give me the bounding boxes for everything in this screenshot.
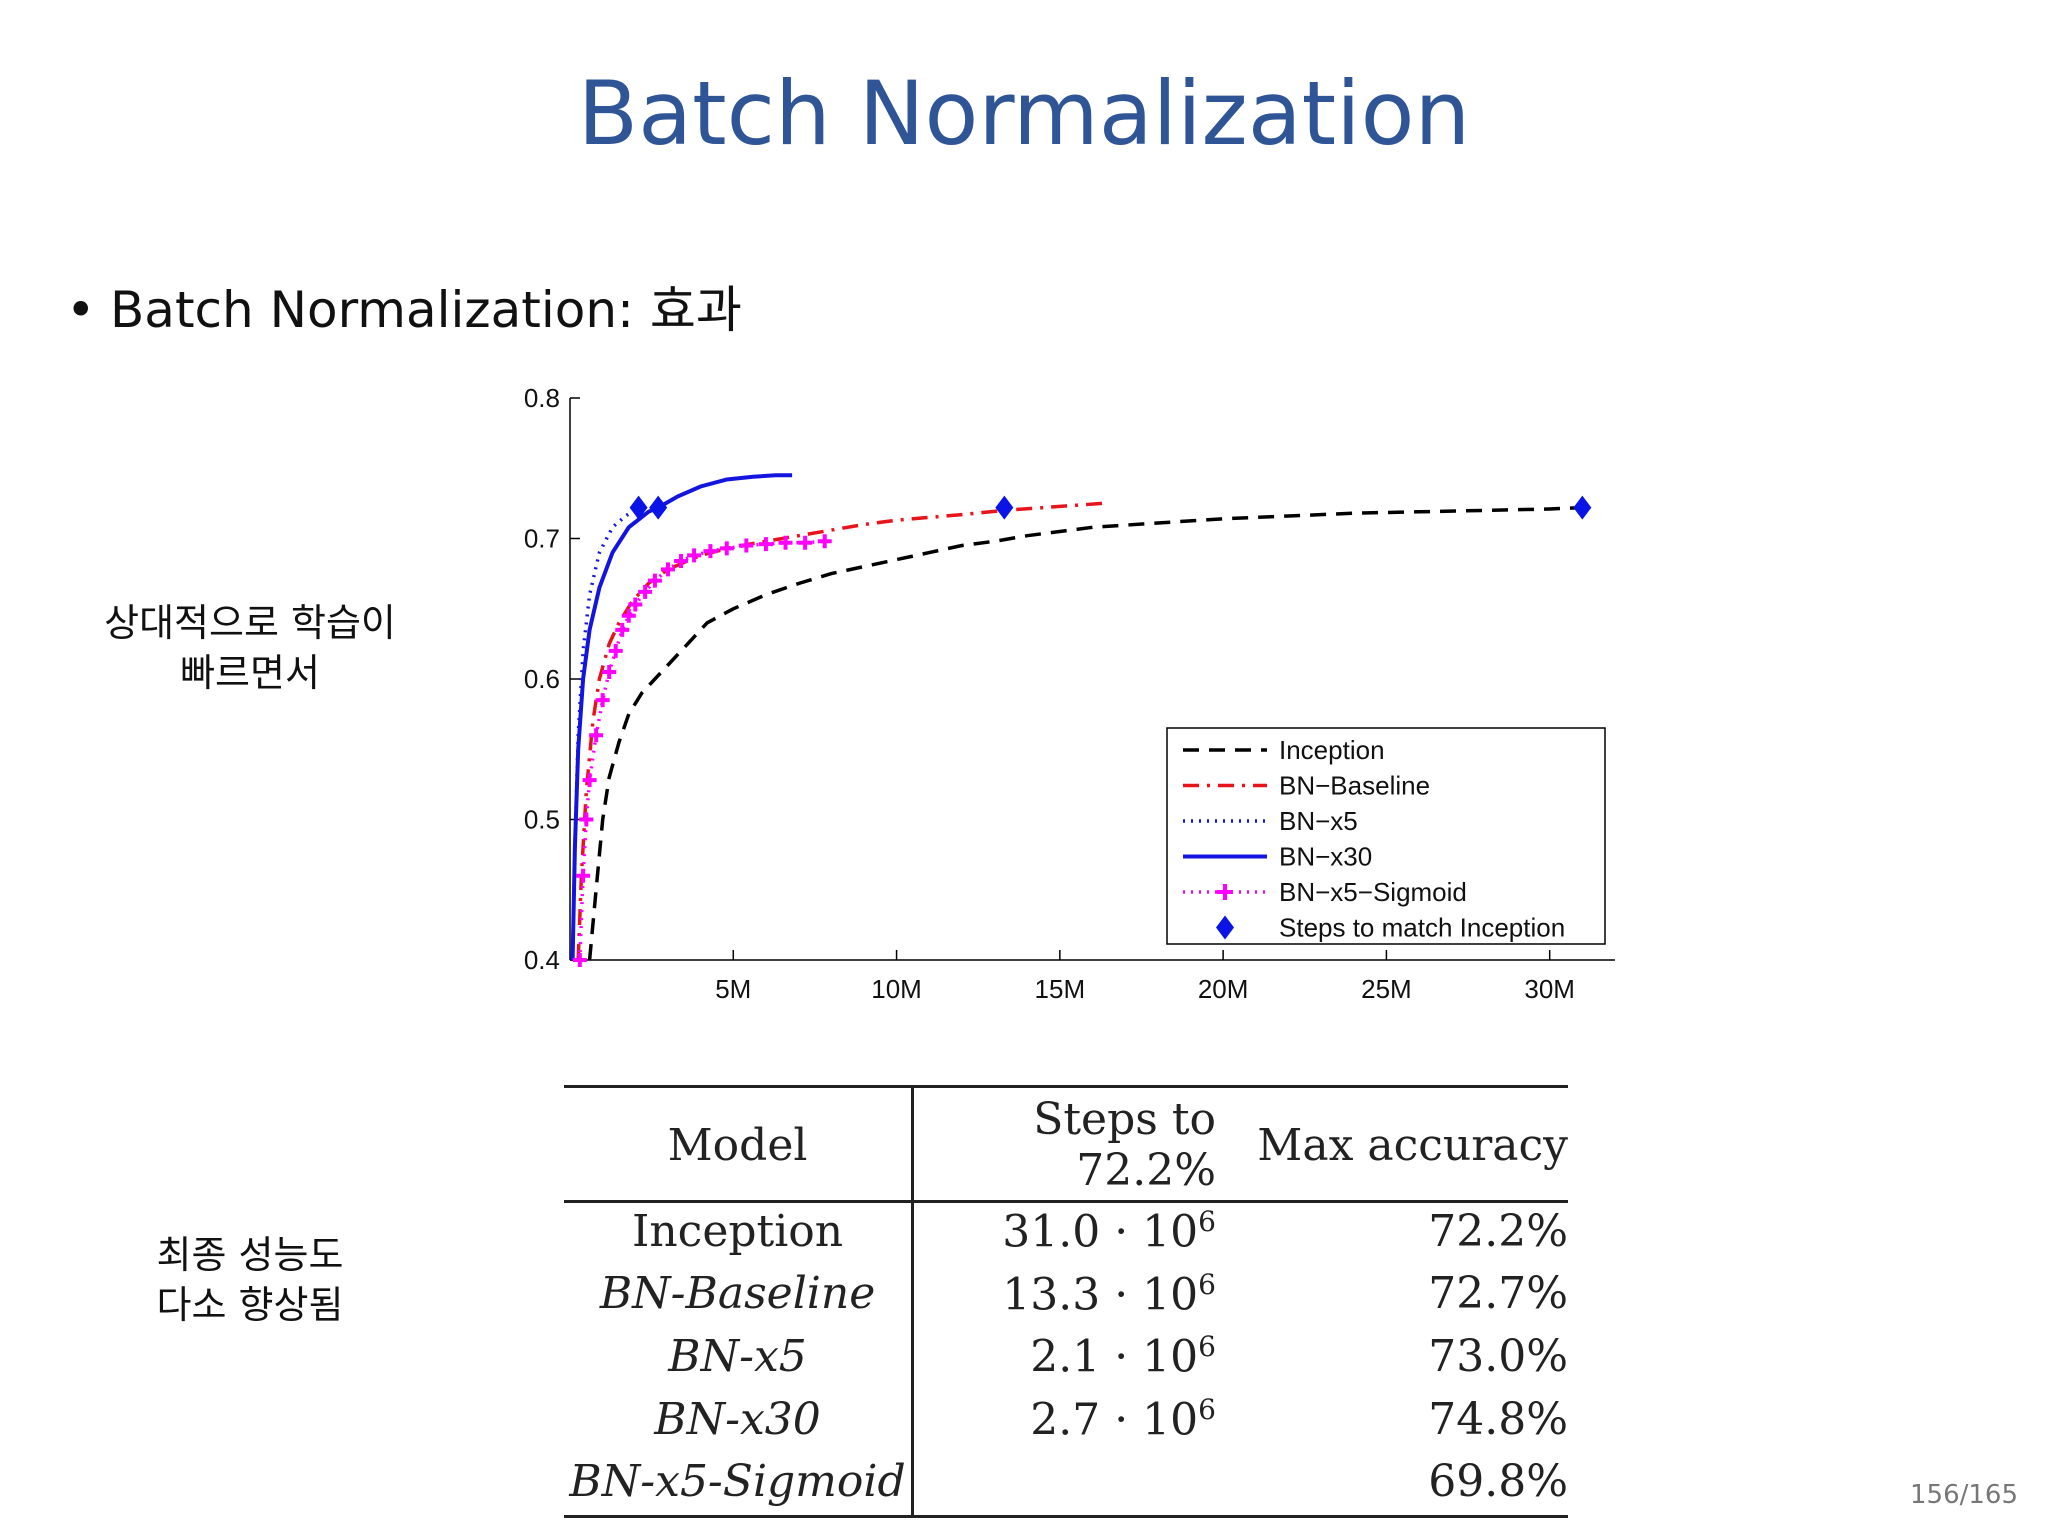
legend-label: Inception [1279,735,1385,765]
match-inception-marker [649,495,668,520]
sigmoid-plus-marker [572,953,587,967]
legend-label: Steps to match Inception [1279,913,1565,943]
legend-label: BN−x5 [1279,806,1358,836]
sigmoid-plus-marker [589,728,604,743]
cell-model: Inception [564,1201,915,1266]
table-row: BN-x5-Sigmoid 69.8% [564,1453,1568,1517]
sigmoid-plus-marker [628,597,643,612]
sigmoid-plus-marker [621,608,636,623]
note-line: 최종 성능도 [156,1233,344,1277]
sigmoid-plus-marker [817,534,832,549]
cell-steps: 2.1 · 106 [1030,1330,1216,1383]
slide-title: Batch Normalization [577,62,1471,165]
series-line-bn-x5 [570,506,640,961]
x-tick-label: 30M [1524,974,1575,1004]
bullet-text: Batch Normalization: 효과 [110,281,742,339]
note-faster-training: 상대적으로 학습이 빠르면서 [80,598,420,698]
legend-plus-marker [1217,884,1233,900]
sigmoid-plus-marker [638,584,653,599]
sigmoid-plus-marker [758,537,773,552]
table-row: BN-x30 2.7 · 106 74.8% [564,1390,1568,1454]
cell-model: BN-x5 [564,1328,915,1391]
cell-steps [913,1454,1236,1517]
legend-label: BN−x30 [1279,842,1372,872]
sigmoid-plus-marker [703,544,718,559]
sigmoid-plus-marker [778,535,793,550]
series-line-inception [587,505,1583,961]
series-line-bn-x30 [570,473,793,961]
legend-label: BN−Baseline [1279,771,1430,801]
table-row: Inception 31.0 · 106 72.2% [564,1201,1568,1266]
cell-model: BN-Baseline [564,1265,915,1329]
match-inception-marker [995,495,1014,520]
sigmoid-plus-marker [615,622,630,637]
legend-label: BN−x5−Sigmoid [1279,877,1467,907]
cell-model: BN-x5-Sigmoid [564,1453,915,1517]
sigmoid-plus-marker [719,541,734,556]
cell-max-accuracy: 72.7% [1428,1268,1568,1320]
x-tick-label: 5M [715,974,751,1004]
y-tick-label: 0.6 [524,664,560,694]
header-model: Model [564,1086,915,1203]
note-line: 다소 향상됨 [156,1283,344,1327]
match-inception-marker [629,495,648,520]
bullet-dot: • [66,281,96,339]
sigmoid-plus-marker [579,812,594,827]
sigmoid-plus-marker [647,573,662,588]
y-tick-label: 0.8 [524,383,560,413]
cell-steps: 2.7 · 106 [1030,1392,1216,1446]
sigmoid-plus-marker [798,535,813,550]
y-tick-label: 0.7 [524,524,560,554]
note-line: 상대적으로 학습이 [104,601,396,645]
cell-max-accuracy: 72.2% [1428,1205,1568,1257]
sigmoid-plus-marker [595,693,610,708]
results-table: Model Steps to 72.2% Max accuracy Incept… [564,1085,1568,1518]
sigmoid-plus-marker [739,538,754,553]
x-tick-label: 15M [1035,974,1086,1004]
bullet-point: • Batch Normalization: 효과 [66,270,742,342]
note-better-accuracy: 최종 성능도 다소 향상됨 [80,1230,420,1330]
legend-marker [1216,915,1234,940]
sigmoid-plus-marker [674,553,689,568]
header-max-accuracy: Max accuracy [1236,1086,1568,1203]
table-row: BN-Baseline 13.3 · 106 72.7% [564,1265,1568,1329]
page-number: 156/165 [1909,1480,2018,1510]
sigmoid-plus-marker [660,562,675,577]
sigmoid-plus-marker [687,548,702,563]
cell-max-accuracy: 69.8% [1428,1455,1568,1507]
cell-steps: 13.3 · 106 [1002,1267,1216,1321]
cell-model: BN-x30 [564,1390,915,1454]
y-tick-label: 0.5 [524,805,560,835]
x-tick-label: 25M [1361,974,1412,1004]
cell-max-accuracy: 73.0% [1428,1331,1568,1383]
accuracy-chart: 0.4 0.5 0.6 0.7 0.8 5M 10M 15M 20M 25M 30M Inceptio… [524,383,1615,1004]
y-tick-label: 0.4 [524,945,560,975]
legend-box [1166,727,1606,945]
match-inception-marker [1573,495,1592,520]
sigmoid-plus-marker [582,773,597,788]
sigmoid-plus-marker [602,664,617,679]
x-tick-label: 20M [1198,974,1249,1004]
sigmoid-plus-marker [576,868,591,883]
sigmoid-plus-marker [608,643,623,658]
series-line-bn-baseline [576,501,1103,961]
table-row: BN-x5 2.1 · 106 73.0% [564,1328,1568,1391]
header-steps: Steps to 72.2% [912,1086,1236,1203]
cell-steps: 31.0 · 106 [1002,1205,1216,1258]
cell-max-accuracy: 74.8% [1428,1393,1568,1445]
note-line: 빠르면서 [180,651,320,695]
x-tick-label: 10M [871,974,922,1004]
table-header-row: Model Steps to 72.2% Max accuracy [564,1086,1568,1203]
